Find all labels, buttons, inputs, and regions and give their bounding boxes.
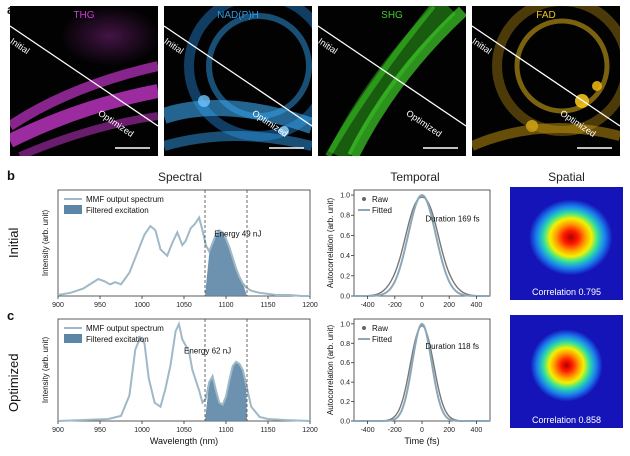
y-tick-label: 0.2 — [340, 399, 350, 406]
x-tick-label: -400 — [361, 427, 375, 434]
micrograph-thg: THG Initial Optimized — [10, 6, 158, 156]
y-axis-label: Autocorrelation (arb. unit) — [326, 325, 335, 416]
column-title-spectral: Spectral — [157, 170, 203, 184]
x-tick-label: 900 — [52, 302, 64, 309]
y-tick-label: 0.8 — [340, 213, 350, 220]
panel-label-c: c — [7, 308, 15, 323]
legend-raw-label: Raw — [372, 324, 388, 333]
temporal-plot-optimized: -400 -200 0 200 400 0.0 0.2 0.4 0.6 0.8 1.0 Time (f… — [320, 313, 500, 456]
column-title-temporal: Temporal — [390, 170, 440, 184]
legend-raw-label: Raw — [372, 195, 388, 204]
beam-profile-initial — [510, 187, 623, 300]
mmf-spectrum-line — [57, 215, 310, 297]
legend-fit-label: Fitted — [372, 335, 392, 344]
y-tick-label: 0.2 — [340, 273, 350, 280]
correlation-optimized: Correlation 0.858 — [531, 415, 602, 425]
temporal-plot-initial: -400 -200 0 200 400 0.0 0.2 0.4 0.6 0.8 1.0 Autocor… — [320, 184, 500, 321]
x-tick-label: 0 — [420, 427, 424, 434]
micrograph-nadph: NAD(P)H Initial Optimized — [164, 6, 312, 156]
y-tick-label: 0.4 — [340, 253, 350, 260]
x-tick-label: 1000 — [134, 302, 150, 309]
micrograph-fad-channel: FAD — [536, 10, 556, 21]
y-tick-label: 0.0 — [340, 419, 350, 426]
filtered-excitation-area — [205, 361, 247, 421]
fitted-autocorrelation-line — [354, 193, 490, 297]
micrograph-shg: SHG Initial Optimized — [318, 6, 466, 156]
legend-filtered-label: Filtered excitation — [86, 206, 149, 215]
y-axis-label: Intensity (arb. unit) — [41, 337, 50, 404]
y-tick-label: 0.4 — [340, 380, 350, 387]
x-tick-label: 1150 — [260, 302, 275, 309]
y-axis-label: Autocorrelation (arb. unit) — [326, 198, 335, 289]
y-axis-label: Intensity (arb. unit) — [41, 210, 50, 277]
energy-annotation: Energy 62 nJ — [184, 347, 231, 356]
legend-mmf-label: MMF output spectrum — [86, 324, 164, 333]
x-tick-label: 200 — [443, 427, 455, 434]
mmf-spectrum-line — [57, 321, 311, 422]
filtered-excitation-area — [205, 230, 247, 296]
legend-filtered-label: Filtered excitation — [86, 335, 149, 344]
panel-label-b: b — [7, 168, 15, 183]
x-tick-label: 1100 — [218, 302, 233, 309]
spectral-chart-initial: 900 950 1000 1050 1100 1150 1200 Intensity (arb… — [41, 189, 318, 309]
column-title-spatial: Spatial — [548, 170, 585, 184]
micrograph-fad: FAD Initial Optimized — [472, 6, 620, 156]
x-tick-label: 1200 — [302, 302, 318, 309]
y-tick-label: 0.0 — [340, 294, 350, 301]
correlation-initial: Correlation 0.795 — [531, 287, 602, 297]
x-tick-label: 1100 — [218, 427, 233, 434]
fitted-autocorrelation-line — [354, 322, 490, 422]
legend-raw-swatch — [362, 326, 366, 330]
raw-autocorrelation-line — [353, 196, 491, 297]
x-tick-label: 1050 — [176, 427, 192, 434]
x-tick-label: 200 — [443, 302, 455, 309]
micrograph-nadph-image — [164, 6, 312, 151]
micrograph-fad-image — [472, 6, 620, 151]
y-tick-label: 0.6 — [340, 233, 350, 240]
x-tick-label: 400 — [471, 302, 483, 309]
spatial-heatmap-initial: Correlation 0.795 — [510, 187, 623, 300]
temporal-chart-optimized: -400 -200 0 200 400 0.0 0.2 0.4 0.6 0.8 1.0 Time (f… — [326, 318, 491, 446]
x-tick-label: 950 — [94, 302, 106, 309]
micrograph-thg-channel: THG — [73, 10, 95, 21]
legend-filtered-swatch — [64, 334, 82, 343]
y-tick-label: 1.0 — [340, 321, 350, 328]
x-tick-label: 950 — [94, 427, 106, 434]
energy-annotation: Energy 49 nJ — [214, 230, 261, 239]
legend-filtered-swatch — [64, 205, 82, 214]
temporal-chart-initial: -400 -200 0 200 400 0.0 0.2 0.4 0.6 0.8 1.0 Autocor… — [326, 189, 491, 309]
x-tick-label: 1050 — [176, 302, 192, 309]
micrograph-nadph-channel: NAD(P)H — [217, 10, 259, 21]
x-axis-label: Time (fs) — [404, 436, 439, 446]
x-axis-label: Wavelength (nm) — [150, 436, 218, 446]
duration-annotation: Duration 169 fs — [425, 214, 479, 223]
x-tick-label: -200 — [388, 427, 402, 434]
x-tick-label: 1000 — [134, 427, 150, 434]
y-tick-label: 0.8 — [340, 341, 350, 348]
legend-fit-label: Fitted — [372, 206, 392, 215]
y-tick-label: 0.6 — [340, 360, 350, 367]
spectral-chart-optimized: 900 950 1000 1050 1100 1150 1200 Wavelength (nm… — [41, 318, 318, 446]
micrograph-shg-channel: SHG — [381, 10, 403, 21]
x-tick-label: -400 — [361, 302, 375, 309]
micrograph-thg-image — [10, 6, 158, 156]
micrograph-shg-image — [318, 6, 466, 156]
spectral-plot-initial: 900 950 1000 1050 1100 1150 1200 Intensity (arb… — [18, 184, 318, 321]
legend-raw-swatch — [362, 197, 366, 201]
x-tick-label: 0 — [420, 302, 424, 309]
x-tick-label: 1150 — [260, 427, 275, 434]
beam-profile-optimized — [510, 315, 623, 428]
x-tick-label: -200 — [388, 302, 402, 309]
legend-mmf-label: MMF output spectrum — [86, 195, 164, 204]
spectral-plot-optimized: 900 950 1000 1050 1100 1150 1200 Wavelength (nm… — [18, 313, 318, 456]
x-tick-label: 1200 — [302, 427, 318, 434]
x-tick-label: 400 — [471, 427, 483, 434]
y-tick-label: 1.0 — [340, 193, 350, 200]
duration-annotation: Duration 118 fs — [425, 342, 479, 351]
spatial-heatmap-optimized: Correlation 0.858 — [510, 315, 623, 428]
x-tick-label: 900 — [52, 427, 64, 434]
